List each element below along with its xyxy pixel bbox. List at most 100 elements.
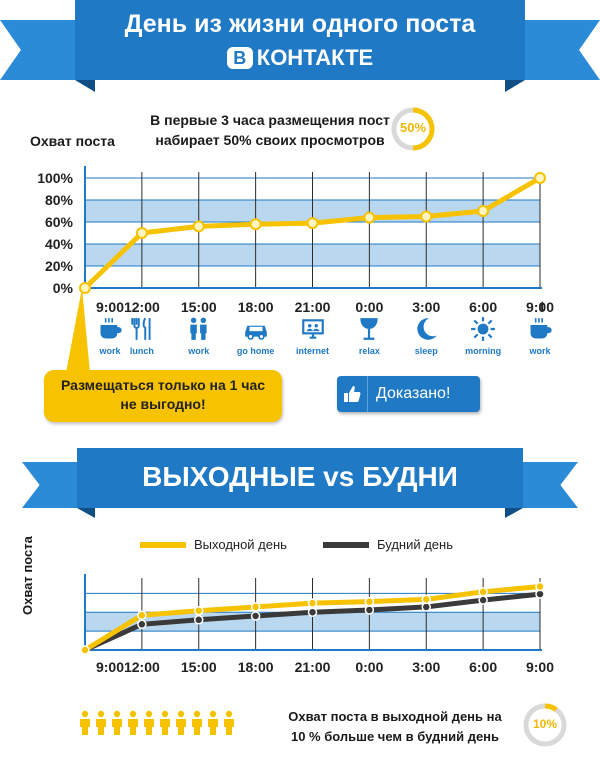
legend-weekend-swatch (140, 541, 186, 548)
proved-button[interactable]: Доказано! (337, 376, 480, 412)
legend-weekday: Будний день (323, 537, 453, 552)
activity-morning: morning (458, 316, 508, 366)
car-icon (243, 316, 269, 342)
activity-label: work (188, 346, 210, 356)
chart1-x-tick: 0:00 (355, 299, 383, 315)
chart-2: 9:00 12:00 15:00 18:00 21:00 0:00 3:00 6:00 9:00 (80, 574, 554, 675)
chart1-point (534, 172, 546, 184)
chart2-point (194, 615, 204, 625)
proved-label: Доказано! (376, 385, 451, 402)
intro-text: В первые 3 часа размещения пост набирает… (150, 110, 390, 150)
footer-line-1: Охват поста в выходной день на (288, 709, 502, 724)
activity-label: work (99, 346, 121, 356)
section2-banner: ВЫХОДНЫЕ vs БУДНИ (0, 448, 600, 528)
person-icon (206, 710, 220, 736)
moon-icon (413, 316, 439, 342)
chart2-x-tick: 15:00 (181, 659, 217, 675)
chart2-point (250, 611, 261, 621)
chart2-point (137, 619, 147, 630)
activity-label: lunch (129, 346, 154, 356)
footer-text: Охват поста в выходной день на 10 % боль… (280, 707, 510, 747)
wine-glass-icon (356, 316, 382, 342)
chart2-point (250, 602, 261, 612)
chart1-point (192, 220, 205, 233)
legend-weekend-label: Выходной день (194, 537, 287, 552)
activity-work: work (174, 316, 224, 366)
chart2-point (364, 605, 375, 615)
chart1-point (249, 218, 262, 231)
chart2-point (307, 607, 318, 617)
legend-weekday-swatch (323, 541, 369, 548)
chart2-point (307, 598, 318, 608)
chart1-x-tick: 12:00 (124, 299, 160, 315)
callout-pointer (66, 288, 90, 373)
footer-line-2: 10 % больше чем в будний день (290, 729, 500, 744)
chart1-point (477, 205, 490, 217)
chart2-point (364, 596, 375, 607)
callout-line-1: Размещаться только на 1 час (60, 377, 266, 393)
thumbs-up-icon (337, 376, 368, 412)
activity-label: work (529, 346, 551, 356)
ring-50-value: 50% (399, 120, 427, 135)
activity-lunch: lunch (117, 316, 167, 366)
monitor-icon (300, 316, 326, 342)
person-icon (174, 710, 188, 736)
ring-10-value: 10% (532, 717, 558, 731)
activity-label: go home (236, 346, 275, 356)
chart1-y-tick: 20% (45, 258, 74, 274)
activity-label: morning (465, 346, 502, 356)
chart1-x-tick: 18:00 (238, 299, 274, 315)
vk-logo: В КОНТАКТЕ (226, 45, 374, 71)
chart2-x-tick: 0:00 (355, 659, 383, 675)
chart2-x-tick: 21:00 (295, 659, 331, 675)
legend-weekday-label: Будний день (377, 537, 453, 552)
banner-ribbon: День из жизни одного поста В КОНТАКТЕ (75, 0, 525, 80)
chart1-x-axis-label: t (540, 298, 545, 314)
chart1-x-tick: 15:00 (181, 299, 217, 315)
chart1-x-tick: 3:00 (412, 299, 440, 315)
chart2-x-tick: 18:00 (238, 659, 274, 675)
chart2-point (535, 589, 545, 599)
person-icon (190, 710, 204, 736)
chart1-point (135, 227, 148, 239)
page-title: День из жизни одного поста (124, 10, 476, 38)
chart1-ylabel: Охват поста (30, 133, 115, 149)
person-icon (142, 710, 156, 736)
chart2-point (80, 645, 90, 655)
legend-weekend: Выходной день (140, 537, 287, 552)
coffee-cup-icon (527, 316, 553, 342)
chart1-y-tick: 0% (53, 280, 74, 296)
chart2-point (137, 610, 147, 620)
activity-relax: relax (344, 316, 394, 366)
activity-internet: internet (288, 316, 338, 366)
chart2-x-tick: 6:00 (469, 659, 497, 675)
activity-work: work (85, 316, 135, 366)
chart1-point (306, 217, 319, 230)
activity-label: sleep (414, 346, 438, 356)
chart2-point (535, 581, 545, 592)
chart2-x-tick: 9:00 (526, 659, 554, 675)
person-icon (158, 710, 172, 736)
ring-50: 50% (390, 106, 436, 152)
activity-icons-row: work lunch work go home internet relax sleep mo… (0, 316, 600, 366)
activity-label: relax (358, 346, 380, 356)
chart1-point (79, 282, 91, 294)
chart2-point (421, 594, 431, 605)
people-icon (186, 316, 212, 342)
chart2-point (478, 595, 488, 605)
chart1-y-tick: 40% (45, 236, 74, 252)
callout-line-2: не выгодно! (120, 396, 206, 412)
person-icon (110, 710, 124, 736)
top-banner: День из жизни одного поста В КОНТАКТЕ (0, 0, 600, 95)
callout-box: Размещаться только на 1 час не выгодно! (44, 370, 282, 422)
activity-sleep: sleep (401, 316, 451, 366)
person-icon (78, 710, 92, 736)
chart1-y-tick: 60% (45, 214, 74, 230)
people-row (78, 710, 238, 740)
activity-go-home: go home (231, 316, 281, 366)
person-icon (126, 710, 140, 736)
fork-knife-icon (129, 316, 155, 342)
ring-10: 10% (522, 702, 568, 748)
vk-logo-text: КОНТАКТЕ (256, 45, 374, 70)
chart-1: t 0%20%40%60%80%100% 9:00 12:00 15:00 18:00… (37, 166, 554, 315)
